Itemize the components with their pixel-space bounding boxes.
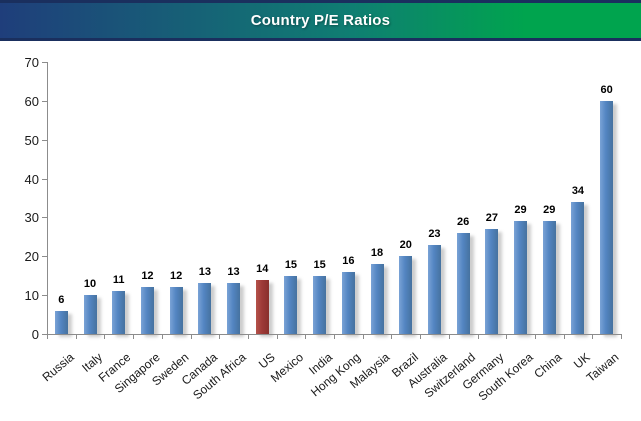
bar-value-label: 29 [514,204,527,217]
y-axis-tick [42,295,47,297]
bar-france [112,291,126,334]
bar-value-label: 18 [370,247,384,260]
x-axis-category-label: China [531,350,565,381]
y-axis-line [47,62,48,335]
bar-south-korea [514,221,528,334]
bar-switzerland [456,232,470,334]
x-axis-tick [104,335,106,339]
x-axis-tick [534,335,536,339]
y-axis-tick [42,139,47,141]
bar-value-label: 10 [83,278,97,291]
chart-title: Country P/E Ratios [250,12,391,29]
x-axis-tick [420,335,422,339]
y-axis-tick-label: 0 [31,327,39,342]
bar-value-label: 29 [543,204,556,217]
bar-india [313,275,327,334]
y-axis-tick [42,217,47,219]
chart-header: Country P/E Ratios [0,0,641,41]
x-axis-tick [391,335,393,339]
x-axis-tick [276,335,278,339]
x-axis-tick [334,335,335,339]
bar-value-label: 20 [399,239,412,252]
bar-value-label: 12 [170,270,183,283]
x-axis-tick [305,335,307,339]
y-axis-tick-label: 30 [24,210,39,226]
bar-value-label: 11 [112,274,125,287]
x-axis-tick [362,335,364,339]
bar-germany [485,229,499,334]
x-axis-tick [161,335,163,339]
x-axis-tick [592,335,594,339]
x-axis-tick [477,335,479,339]
x-axis-tick [563,335,565,339]
bar-value-label: 13 [198,266,211,279]
bar-sweden [169,287,183,334]
bar-south-africa [227,283,241,334]
bar-value-label: 15 [284,258,298,271]
bar-brazil [399,256,413,334]
bar-value-label: 13 [227,266,240,279]
bar-china [542,221,556,334]
bar-canada [198,283,212,334]
bar-value-label: 60 [600,83,613,96]
x-axis-tick [506,335,508,339]
y-axis-tick [42,256,47,258]
x-axis-tick [190,335,192,339]
bar-value-label: 6 [58,293,65,306]
y-axis-tick-label: 60 [24,93,39,109]
bar-value-label: 14 [256,262,269,275]
bar-singapore [140,287,154,334]
x-axis-tick [219,335,221,339]
bar-italy [83,295,97,334]
x-axis-tick [247,335,249,339]
x-axis-tick [75,335,77,339]
y-axis-tick-label: 20 [24,249,39,265]
bar-us [255,279,269,334]
bar-value-label: 26 [457,215,470,228]
x-axis-line [47,334,622,335]
x-axis-tick [448,335,450,339]
bar-value-label: 23 [428,227,441,240]
y-axis-tick [42,178,47,180]
bar-malaysia [370,264,384,334]
y-axis-tick-label: 10 [24,288,39,304]
bar-value-label: 27 [485,212,498,225]
x-axis-tick [621,335,622,339]
bar-value-label: 34 [571,184,585,197]
bar-australia [427,244,441,334]
plot-area: 0 10 20 30 40 50 60 70 6 Russia 10 Italy 11 France 12 S… [0,41,641,421]
y-axis-tick [42,62,47,63]
y-axis-tick [42,100,47,102]
bar-russia [54,310,68,334]
bar-value-label: 15 [313,258,326,271]
x-axis-tick [133,335,135,339]
y-axis-tick-label: 50 [24,132,39,148]
x-axis-category-label: Russia [39,350,77,385]
bar-taiwan [600,100,614,334]
y-axis-tick-label: 70 [24,55,39,70]
x-axis-category-label: Taiwan [584,350,622,385]
bar-value-label: 12 [141,270,154,283]
x-axis-tick [47,335,48,339]
y-axis-tick-label: 40 [24,171,39,187]
bar-hong-kong [341,271,355,334]
bar-uk [571,201,585,334]
bar-mexico [284,275,298,334]
y-axis-tick [42,334,47,335]
bar-value-label: 16 [342,254,355,267]
